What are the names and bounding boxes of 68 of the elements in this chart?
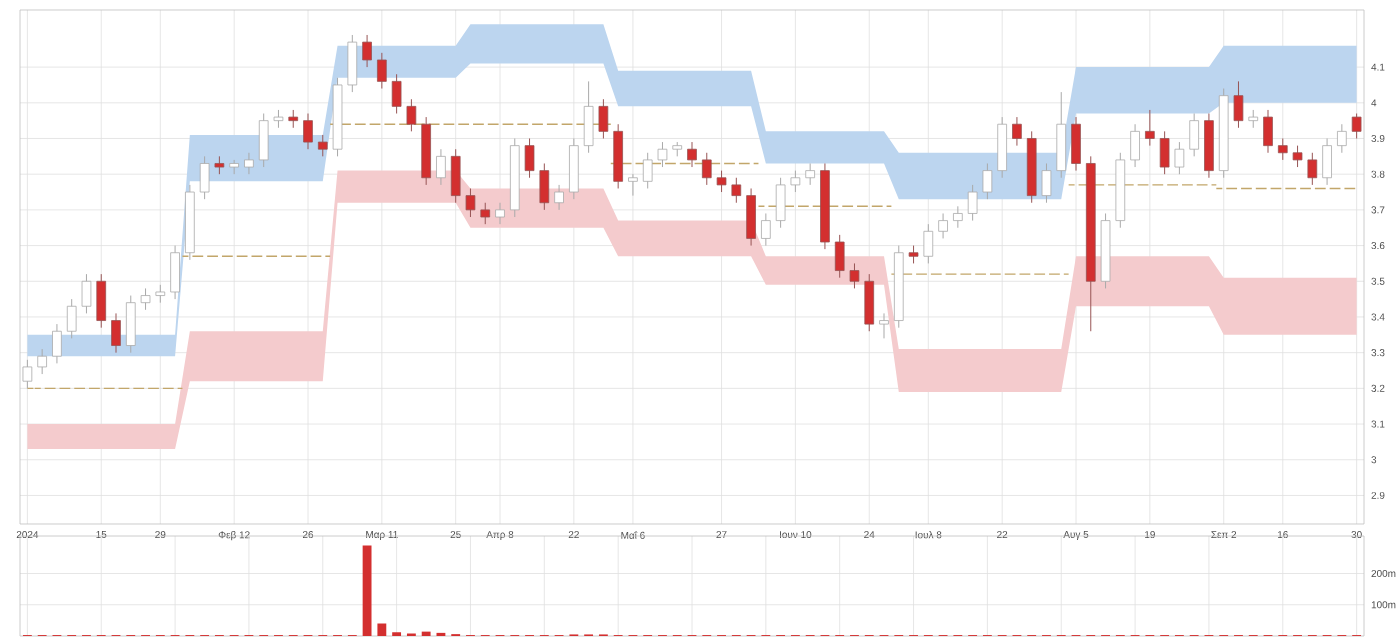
candlestick bbox=[52, 323, 62, 364]
candlestick bbox=[1012, 116, 1022, 147]
candlestick bbox=[849, 262, 860, 289]
candlestick bbox=[569, 137, 579, 200]
candlestick bbox=[761, 212, 771, 247]
candlestick bbox=[96, 273, 107, 329]
candlestick bbox=[1351, 113, 1362, 139]
candlestick bbox=[199, 155, 210, 200]
candlestick bbox=[303, 113, 313, 150]
candlestick bbox=[436, 148, 446, 186]
candlestick bbox=[480, 202, 491, 225]
candlestick bbox=[317, 134, 328, 157]
candlestick bbox=[524, 137, 535, 179]
candlestick bbox=[938, 212, 948, 239]
candlestick bbox=[598, 98, 609, 139]
candlestick bbox=[731, 177, 742, 204]
candlestick bbox=[790, 170, 801, 193]
candlestick bbox=[746, 187, 756, 247]
candlestick bbox=[347, 34, 358, 93]
candlestick bbox=[967, 184, 978, 222]
candlestick bbox=[953, 205, 963, 229]
candlestick bbox=[805, 162, 815, 186]
bar bbox=[362, 545, 372, 636]
candlestick bbox=[864, 273, 875, 332]
candlestick bbox=[1056, 91, 1067, 179]
candlestick bbox=[1071, 116, 1081, 172]
candlestick bbox=[716, 170, 727, 193]
candlestick bbox=[465, 187, 476, 218]
candlestick bbox=[775, 177, 786, 229]
candlestick bbox=[834, 234, 845, 279]
candlestick bbox=[539, 162, 550, 211]
candlestick bbox=[170, 245, 180, 300]
candlestick bbox=[1277, 137, 1288, 161]
candlestick bbox=[1292, 145, 1303, 168]
candlestick bbox=[923, 223, 934, 264]
candlestick bbox=[997, 116, 1007, 179]
candlestick bbox=[982, 162, 993, 200]
candlestick bbox=[1337, 123, 1347, 154]
candlestick bbox=[1159, 130, 1170, 175]
candlestick bbox=[687, 141, 697, 168]
candlestick bbox=[1233, 80, 1244, 129]
candlestick bbox=[125, 295, 136, 354]
candlestick bbox=[1322, 137, 1332, 186]
bar bbox=[377, 623, 387, 636]
candlestick bbox=[244, 152, 254, 175]
candlestick bbox=[362, 34, 372, 68]
candlestick bbox=[1145, 109, 1155, 147]
candlestick bbox=[495, 202, 505, 225]
candlestick bbox=[628, 173, 638, 197]
candlestick bbox=[701, 152, 712, 186]
candlestick bbox=[1174, 141, 1185, 175]
candlestick bbox=[1041, 162, 1052, 204]
candlestick bbox=[879, 312, 889, 339]
candlestick bbox=[391, 73, 402, 115]
candlestick bbox=[140, 287, 151, 311]
candlestick bbox=[377, 52, 387, 90]
candlestick bbox=[450, 148, 461, 204]
candlestick bbox=[1307, 152, 1318, 186]
candlestick bbox=[111, 312, 121, 354]
candlestick bbox=[1130, 123, 1140, 168]
candlestick bbox=[66, 298, 77, 339]
candlestick bbox=[37, 348, 47, 375]
candlestick bbox=[1263, 109, 1273, 154]
candlestick bbox=[554, 184, 564, 211]
candlestick bbox=[81, 273, 92, 314]
candlestick bbox=[642, 152, 653, 189]
candlestick bbox=[1189, 113, 1199, 157]
candlestick bbox=[258, 113, 269, 168]
